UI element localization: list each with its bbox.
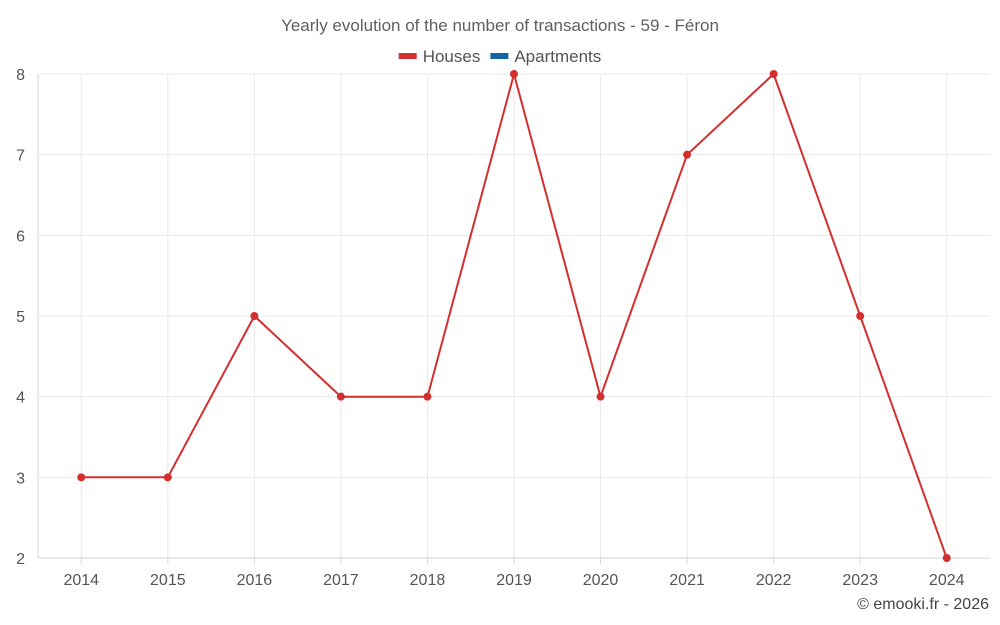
x-tick-label: 2017 (323, 572, 359, 589)
x-tick-label: 2015 (150, 572, 186, 589)
tick-labels: 2 3 4 5 6 7 8 2014 2015 2016 2017 2018 2019 2020 2021 2… (16, 67, 965, 589)
y-tick-label: 8 (16, 67, 25, 84)
series-layer (77, 70, 951, 562)
y-tick-label: 6 (16, 228, 25, 245)
chart-title: Yearly evolution of the number of transa… (281, 16, 719, 35)
legend-item-apartments[interactable]: Apartments (490, 47, 601, 66)
data-point-houses-2024[interactable] (942, 554, 951, 562)
y-tick-label: 7 (16, 148, 25, 165)
axes (37, 74, 990, 564)
legend-item-houses[interactable]: Houses (398, 47, 481, 66)
legend: Houses Apartments (398, 47, 601, 66)
legend-label: Apartments (514, 47, 601, 66)
credit-text: © emooki.fr - 2026 (857, 596, 989, 613)
y-tick-label: 3 (16, 470, 25, 487)
data-point-houses-2014[interactable] (77, 473, 86, 482)
y-tick-label: 5 (16, 309, 25, 326)
y-tick-label: 2 (16, 551, 25, 568)
data-point-houses-2015[interactable] (163, 473, 172, 482)
data-point-houses-2019[interactable] (510, 70, 518, 78)
x-tick-label: 2023 (842, 572, 878, 589)
data-point-houses-2022[interactable] (769, 70, 778, 78)
x-tick-label: 2014 (63, 572, 99, 589)
data-point-houses-2018[interactable] (423, 392, 432, 401)
data-point-houses-2017[interactable] (336, 392, 345, 401)
gridlines (38, 73, 990, 558)
x-tick-label: 2022 (756, 572, 792, 589)
data-point-houses-2023[interactable] (856, 312, 865, 320)
legend-label: Houses (423, 47, 481, 66)
x-tick-label: 2021 (669, 572, 705, 589)
data-point-houses-2016[interactable] (250, 312, 259, 320)
x-tick-label: 2016 (237, 572, 273, 589)
x-tick-label: 2018 (410, 572, 446, 589)
legend-swatch (490, 53, 509, 59)
y-tick-label: 4 (16, 390, 25, 407)
data-point-houses-2021[interactable] (683, 150, 692, 159)
legend-swatch (398, 53, 417, 59)
x-tick-label: 2020 (583, 572, 619, 589)
x-tick-label: 2019 (496, 572, 532, 589)
data-point-houses-2020[interactable] (596, 392, 605, 401)
x-tick-label: 2024 (929, 572, 965, 589)
